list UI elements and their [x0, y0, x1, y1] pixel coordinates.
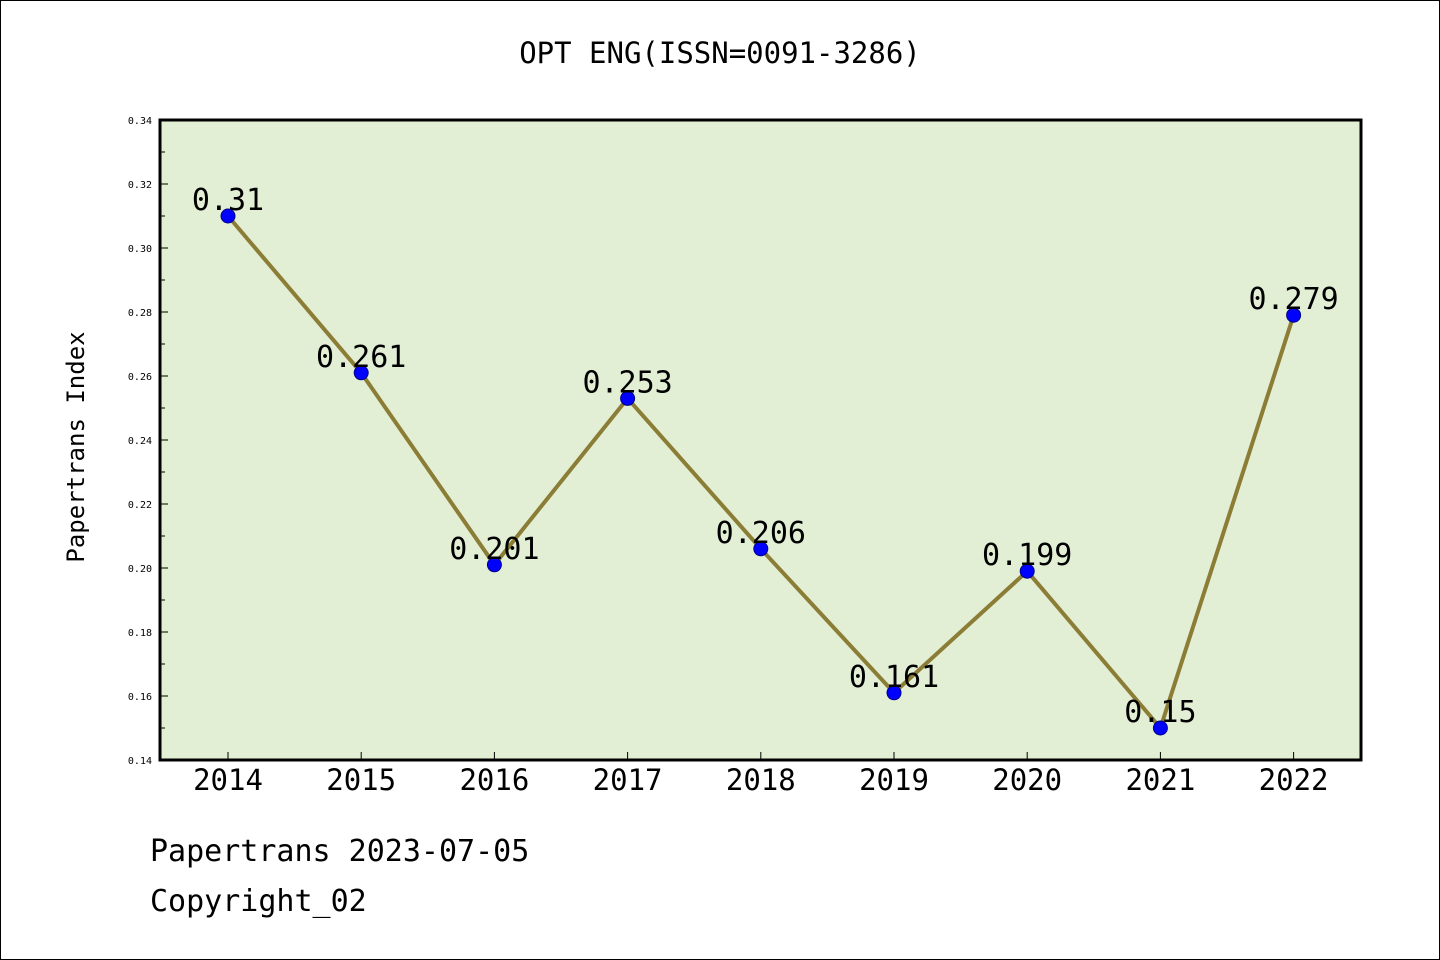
- x-tick-label: 2018: [726, 763, 796, 797]
- data-point: [1286, 307, 1302, 323]
- y-axis: 0.14 0.16 0.18 0.20 0.22 0.24 0.26 0.28 0.30 0.32…: [128, 116, 168, 767]
- data-point: [886, 685, 902, 701]
- x-tick-label: 2022: [1259, 763, 1329, 797]
- series: 0.31 0.261 0.201 0.253 0.206 0.161 0.199 0.15 0.…: [192, 183, 1339, 736]
- x-tick-label: 2019: [859, 763, 929, 797]
- y-tick-label: 0.26: [128, 372, 152, 383]
- y-tick-label: 0.28: [128, 308, 152, 319]
- x-tick-label: 2017: [593, 763, 663, 797]
- x-tick-label: 2014: [193, 763, 263, 797]
- data-label: 0.201: [449, 532, 539, 567]
- data-point: [486, 557, 502, 573]
- data-point: [620, 390, 636, 406]
- y-tick-label: 0.14: [128, 756, 152, 767]
- data-label: 0.253: [582, 365, 672, 400]
- data-label: 0.199: [982, 538, 1072, 573]
- data-point: [753, 541, 769, 557]
- data-label: 0.31: [192, 183, 264, 218]
- data-label: 0.206: [716, 516, 806, 551]
- data-label: 0.279: [1248, 282, 1338, 317]
- data-label: 0.261: [316, 340, 406, 375]
- x-tick-label: 2016: [459, 763, 529, 797]
- y-axis-label: Papertrans Index: [62, 331, 90, 562]
- x-axis: 2014 2015 2016 2017 2018 2019 2020 2021 2022: [193, 752, 1329, 797]
- data-point: [353, 365, 369, 381]
- y-tick-label: 0.16: [128, 692, 152, 703]
- footer-date: Papertrans 2023-07-05: [150, 834, 530, 869]
- y-tick-label: 0.20: [128, 564, 152, 575]
- data-point: [220, 208, 236, 224]
- plot-area: [158, 118, 1363, 762]
- y-tick-label: 0.22: [128, 500, 152, 511]
- data-point: [1019, 563, 1035, 579]
- x-tick-label: 2020: [992, 763, 1062, 797]
- data-label: 0.161: [849, 660, 939, 695]
- x-tick-label: 2021: [1125, 763, 1195, 797]
- chart-title: OPT ENG(ISSN=0091-3286): [519, 36, 921, 70]
- data-label: 0.15: [1124, 695, 1196, 730]
- y-tick-label: 0.18: [128, 628, 152, 639]
- footer-copyright: Copyright_02: [150, 884, 367, 919]
- x-tick-label: 2015: [326, 763, 396, 797]
- data-point: [1152, 720, 1168, 736]
- y-tick-label: 0.24: [128, 436, 152, 447]
- y-tick-label: 0.30: [128, 244, 152, 255]
- y-tick-label: 0.34: [128, 116, 152, 127]
- y-tick-label: 0.32: [128, 180, 152, 191]
